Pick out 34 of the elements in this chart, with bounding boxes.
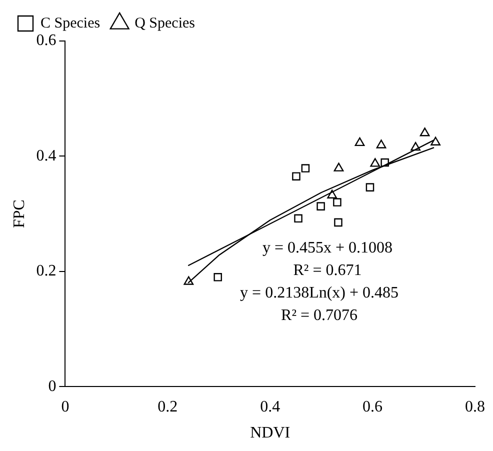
point (292, 172, 300, 180)
x-tick-label: 0 (61, 398, 70, 416)
annotation: R² = 0.7076 (281, 306, 358, 324)
point (430, 136, 440, 146)
x-tick-label: 0.4 (260, 398, 280, 416)
annotation: y = 0.455x + 0.1008 (262, 240, 392, 257)
point (294, 214, 302, 223)
y-tick-label: 0.4 (36, 147, 56, 164)
point (301, 164, 310, 172)
annotation: y = 0.2138Ln(x) + 0.485 (240, 284, 399, 302)
x-tick-label: 0.6 (362, 398, 383, 416)
legend-label: C Species (40, 15, 100, 32)
x-tick-label: 0.8 (465, 398, 485, 416)
point (333, 198, 342, 206)
legend-label: Q Species (134, 15, 196, 32)
point (376, 140, 386, 148)
annotation: R² = 0.671 (293, 262, 362, 280)
point (420, 128, 430, 136)
x-tick-label: 0.2 (158, 398, 178, 416)
point (366, 183, 374, 192)
point (327, 190, 338, 198)
point (354, 137, 365, 146)
point (334, 162, 344, 172)
point (214, 273, 222, 282)
point (410, 142, 421, 151)
point (380, 158, 389, 167)
y-axis-title: FPC (10, 200, 28, 228)
point (316, 202, 325, 210)
y-tick-label: 0.2 (36, 262, 56, 280)
y-tick-label: 0 (48, 378, 56, 395)
y-tick-label: 0.6 (36, 32, 56, 50)
x-axis-title: NDVI (250, 424, 290, 442)
point (370, 158, 380, 167)
point (334, 218, 342, 227)
